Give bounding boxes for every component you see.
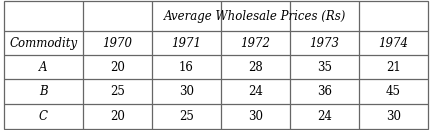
Text: 25: 25 — [179, 110, 194, 123]
Text: 16: 16 — [179, 61, 194, 74]
Text: 28: 28 — [248, 61, 263, 74]
Text: 25: 25 — [110, 85, 124, 98]
Text: Average Wholesale Prices (Rs): Average Wholesale Prices (Rs) — [164, 10, 346, 23]
Text: 1972: 1972 — [240, 37, 270, 50]
Text: B: B — [39, 85, 48, 98]
Text: 24: 24 — [317, 110, 332, 123]
Text: 1971: 1971 — [171, 37, 201, 50]
Text: 1974: 1974 — [378, 37, 408, 50]
Text: 35: 35 — [317, 61, 332, 74]
Text: 45: 45 — [386, 85, 400, 98]
Text: 30: 30 — [248, 110, 263, 123]
Text: Commodity: Commodity — [10, 37, 77, 50]
Text: A: A — [39, 61, 48, 74]
Text: 20: 20 — [110, 110, 124, 123]
Text: C: C — [39, 110, 48, 123]
Text: 1970: 1970 — [102, 37, 132, 50]
Text: 30: 30 — [179, 85, 194, 98]
Text: 24: 24 — [248, 85, 263, 98]
Text: 21: 21 — [386, 61, 400, 74]
Text: 36: 36 — [317, 85, 332, 98]
Text: 30: 30 — [386, 110, 400, 123]
Text: 1973: 1973 — [309, 37, 339, 50]
Text: 20: 20 — [110, 61, 124, 74]
